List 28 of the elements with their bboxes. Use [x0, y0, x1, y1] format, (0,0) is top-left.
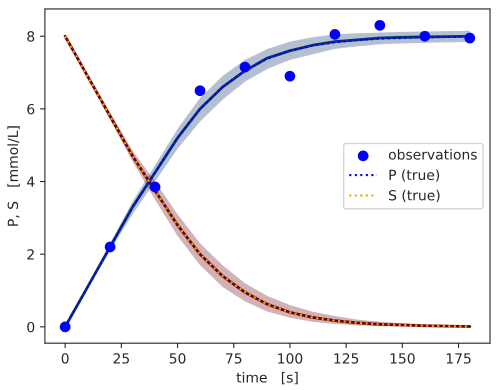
- y-axis-title: P, S [mmol/L]: [7, 126, 20, 226]
- point: [419, 30, 430, 42]
- legend-label: S (true): [389, 190, 440, 202]
- x-tick-label: 125: [334, 353, 358, 364]
- x-tick-label: 175: [446, 353, 471, 364]
- legend-label: P (true): [390, 169, 440, 182]
- x-tick-label: 25: [114, 353, 129, 364]
- point: [60, 322, 70, 332]
- point: [194, 85, 206, 96]
- y-tick-label: 0: [27, 322, 34, 332]
- y-tick-label: 2: [27, 249, 34, 260]
- y-tick-label: 4: [27, 176, 34, 187]
- x-axis-title: time [s]: [236, 372, 298, 384]
- y-tick-label: 8: [27, 31, 34, 42]
- x-tick-label: 100: [278, 353, 302, 364]
- point: [374, 20, 386, 31]
- x-tick-label: 150: [390, 353, 415, 364]
- point: [150, 182, 160, 192]
- point: [240, 62, 250, 72]
- point: [104, 242, 116, 252]
- legend-label: observations: [388, 148, 477, 160]
- point: [284, 70, 296, 82]
- x-tick-label: 50: [170, 353, 186, 364]
- point: [330, 29, 340, 40]
- x-tick-label: 0: [62, 353, 69, 364]
- y-tick-label: 6: [27, 104, 34, 114]
- x-tick-label: 75: [226, 353, 242, 364]
- point: [464, 32, 476, 44]
